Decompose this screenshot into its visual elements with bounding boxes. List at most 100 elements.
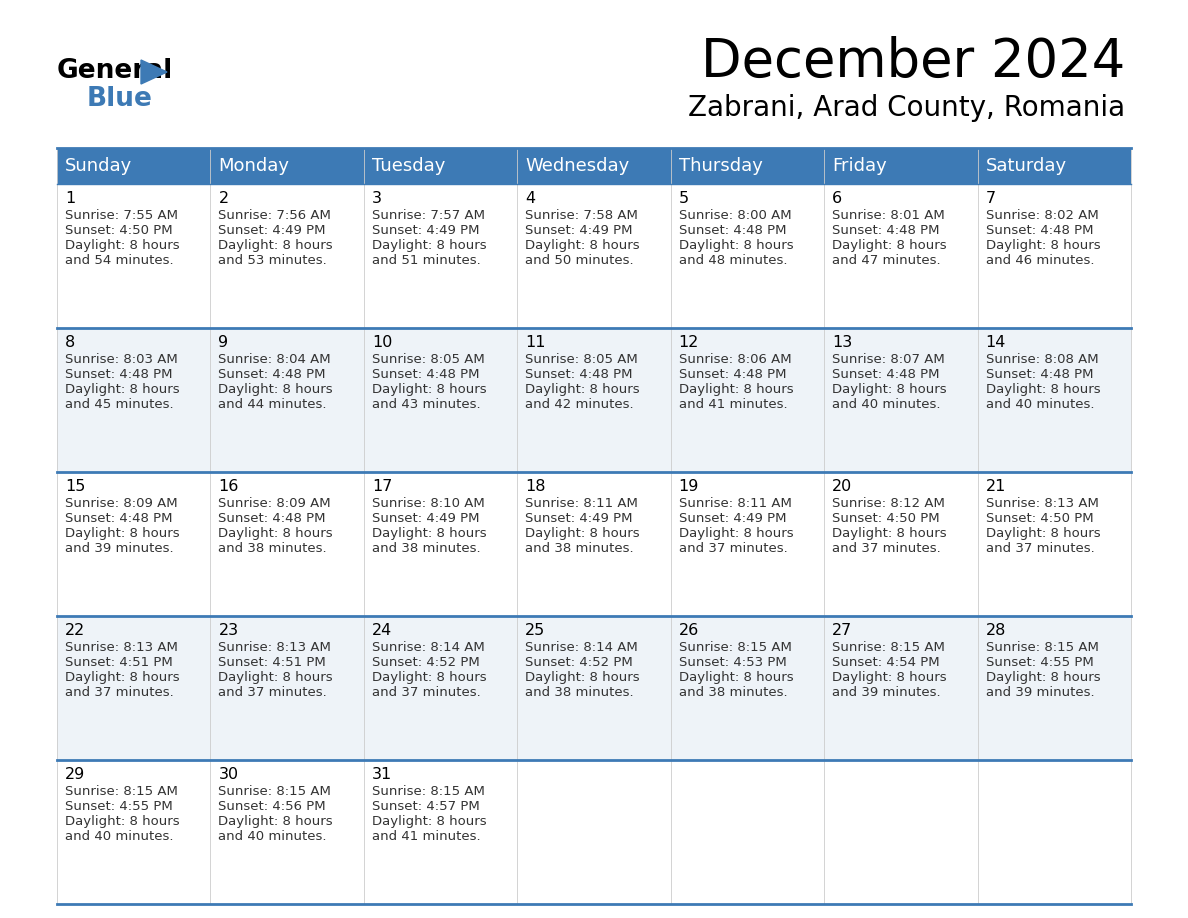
Text: 5: 5 [678, 191, 689, 206]
Text: and 38 minutes.: and 38 minutes. [525, 686, 634, 699]
Text: Sunset: 4:48 PM: Sunset: 4:48 PM [832, 224, 940, 237]
Text: Sunrise: 8:09 AM: Sunrise: 8:09 AM [219, 497, 331, 510]
Text: Friday: Friday [832, 157, 887, 175]
Text: Daylight: 8 hours: Daylight: 8 hours [372, 527, 486, 540]
Text: Daylight: 8 hours: Daylight: 8 hours [525, 527, 640, 540]
Text: Sunset: 4:49 PM: Sunset: 4:49 PM [219, 224, 326, 237]
Text: Sunset: 4:48 PM: Sunset: 4:48 PM [65, 512, 172, 525]
Text: 12: 12 [678, 335, 699, 350]
Text: Sunrise: 7:55 AM: Sunrise: 7:55 AM [65, 209, 178, 222]
Text: Daylight: 8 hours: Daylight: 8 hours [219, 383, 333, 396]
Text: Sunrise: 8:00 AM: Sunrise: 8:00 AM [678, 209, 791, 222]
Text: and 51 minutes.: and 51 minutes. [372, 254, 481, 267]
Text: Sunset: 4:48 PM: Sunset: 4:48 PM [678, 368, 786, 381]
Text: Sunset: 4:52 PM: Sunset: 4:52 PM [525, 656, 633, 669]
Text: and 50 minutes.: and 50 minutes. [525, 254, 634, 267]
Text: 29: 29 [65, 767, 86, 782]
Text: Sunset: 4:48 PM: Sunset: 4:48 PM [219, 512, 326, 525]
Text: 21: 21 [986, 479, 1006, 494]
Text: and 48 minutes.: and 48 minutes. [678, 254, 788, 267]
Text: Sunrise: 8:12 AM: Sunrise: 8:12 AM [832, 497, 944, 510]
Text: 10: 10 [372, 335, 392, 350]
Text: 31: 31 [372, 767, 392, 782]
Text: Sunset: 4:56 PM: Sunset: 4:56 PM [219, 800, 326, 813]
Text: Daylight: 8 hours: Daylight: 8 hours [372, 815, 486, 828]
Text: Sunset: 4:48 PM: Sunset: 4:48 PM [65, 368, 172, 381]
Text: 26: 26 [678, 623, 699, 638]
Text: and 40 minutes.: and 40 minutes. [986, 398, 1094, 411]
Text: 19: 19 [678, 479, 699, 494]
Text: Sunrise: 8:10 AM: Sunrise: 8:10 AM [372, 497, 485, 510]
Text: Daylight: 8 hours: Daylight: 8 hours [986, 383, 1100, 396]
Text: Sunrise: 8:09 AM: Sunrise: 8:09 AM [65, 497, 178, 510]
Text: and 37 minutes.: and 37 minutes. [678, 542, 788, 555]
Text: Sunrise: 8:01 AM: Sunrise: 8:01 AM [832, 209, 944, 222]
Bar [57, 184, 1131, 328]
Text: 25: 25 [525, 623, 545, 638]
Bar [57, 472, 1131, 616]
Text: Sunset: 4:50 PM: Sunset: 4:50 PM [65, 224, 172, 237]
Text: Sunrise: 8:06 AM: Sunrise: 8:06 AM [678, 353, 791, 366]
Text: and 53 minutes.: and 53 minutes. [219, 254, 327, 267]
Text: Daylight: 8 hours: Daylight: 8 hours [525, 239, 640, 252]
Text: Sunrise: 8:08 AM: Sunrise: 8:08 AM [986, 353, 1098, 366]
Text: 13: 13 [832, 335, 853, 350]
Text: and 43 minutes.: and 43 minutes. [372, 398, 480, 411]
Text: 16: 16 [219, 479, 239, 494]
Bar [57, 328, 1131, 472]
Text: 23: 23 [219, 623, 239, 638]
Text: Sunset: 4:48 PM: Sunset: 4:48 PM [219, 368, 326, 381]
Text: 6: 6 [832, 191, 842, 206]
Text: Daylight: 8 hours: Daylight: 8 hours [65, 383, 179, 396]
Text: 9: 9 [219, 335, 228, 350]
Text: 27: 27 [832, 623, 853, 638]
Text: and 38 minutes.: and 38 minutes. [219, 542, 327, 555]
Text: Sunrise: 8:14 AM: Sunrise: 8:14 AM [525, 641, 638, 654]
Text: Daylight: 8 hours: Daylight: 8 hours [525, 671, 640, 684]
Text: and 39 minutes.: and 39 minutes. [986, 686, 1094, 699]
Text: Daylight: 8 hours: Daylight: 8 hours [65, 527, 179, 540]
Text: Sunrise: 8:15 AM: Sunrise: 8:15 AM [219, 785, 331, 798]
Text: 1: 1 [65, 191, 75, 206]
Text: Zabrani, Arad County, Romania: Zabrani, Arad County, Romania [688, 94, 1125, 122]
Text: Wednesday: Wednesday [525, 157, 630, 175]
Text: and 37 minutes.: and 37 minutes. [219, 686, 327, 699]
Text: Sunrise: 8:05 AM: Sunrise: 8:05 AM [372, 353, 485, 366]
Text: Daylight: 8 hours: Daylight: 8 hours [832, 383, 947, 396]
Text: Sunrise: 8:13 AM: Sunrise: 8:13 AM [219, 641, 331, 654]
Text: Sunset: 4:51 PM: Sunset: 4:51 PM [65, 656, 172, 669]
Text: and 41 minutes.: and 41 minutes. [372, 830, 480, 843]
Text: 28: 28 [986, 623, 1006, 638]
Polygon shape [141, 60, 168, 84]
Text: and 47 minutes.: and 47 minutes. [832, 254, 941, 267]
Text: and 38 minutes.: and 38 minutes. [372, 542, 480, 555]
Text: 14: 14 [986, 335, 1006, 350]
Text: Blue: Blue [87, 86, 153, 112]
Text: Daylight: 8 hours: Daylight: 8 hours [678, 527, 794, 540]
Text: and 37 minutes.: and 37 minutes. [832, 542, 941, 555]
Text: 20: 20 [832, 479, 853, 494]
Text: 3: 3 [372, 191, 381, 206]
Text: Sunrise: 8:15 AM: Sunrise: 8:15 AM [372, 785, 485, 798]
Text: and 39 minutes.: and 39 minutes. [832, 686, 941, 699]
Text: Daylight: 8 hours: Daylight: 8 hours [219, 527, 333, 540]
Text: 8: 8 [65, 335, 75, 350]
Text: Sunrise: 7:56 AM: Sunrise: 7:56 AM [219, 209, 331, 222]
Text: and 37 minutes.: and 37 minutes. [986, 542, 1094, 555]
Text: 30: 30 [219, 767, 239, 782]
Text: Sunset: 4:57 PM: Sunset: 4:57 PM [372, 800, 480, 813]
Text: and 37 minutes.: and 37 minutes. [372, 686, 481, 699]
Bar [671, 148, 824, 184]
Text: Sunset: 4:48 PM: Sunset: 4:48 PM [832, 368, 940, 381]
Text: December 2024: December 2024 [701, 36, 1125, 88]
Text: Daylight: 8 hours: Daylight: 8 hours [832, 239, 947, 252]
Text: Sunset: 4:53 PM: Sunset: 4:53 PM [678, 656, 786, 669]
Text: Sunset: 4:48 PM: Sunset: 4:48 PM [525, 368, 633, 381]
Bar [57, 616, 1131, 760]
Text: 24: 24 [372, 623, 392, 638]
Text: and 41 minutes.: and 41 minutes. [678, 398, 788, 411]
Text: Sunset: 4:54 PM: Sunset: 4:54 PM [832, 656, 940, 669]
Text: Daylight: 8 hours: Daylight: 8 hours [832, 671, 947, 684]
Bar [978, 148, 1131, 184]
Text: and 54 minutes.: and 54 minutes. [65, 254, 173, 267]
